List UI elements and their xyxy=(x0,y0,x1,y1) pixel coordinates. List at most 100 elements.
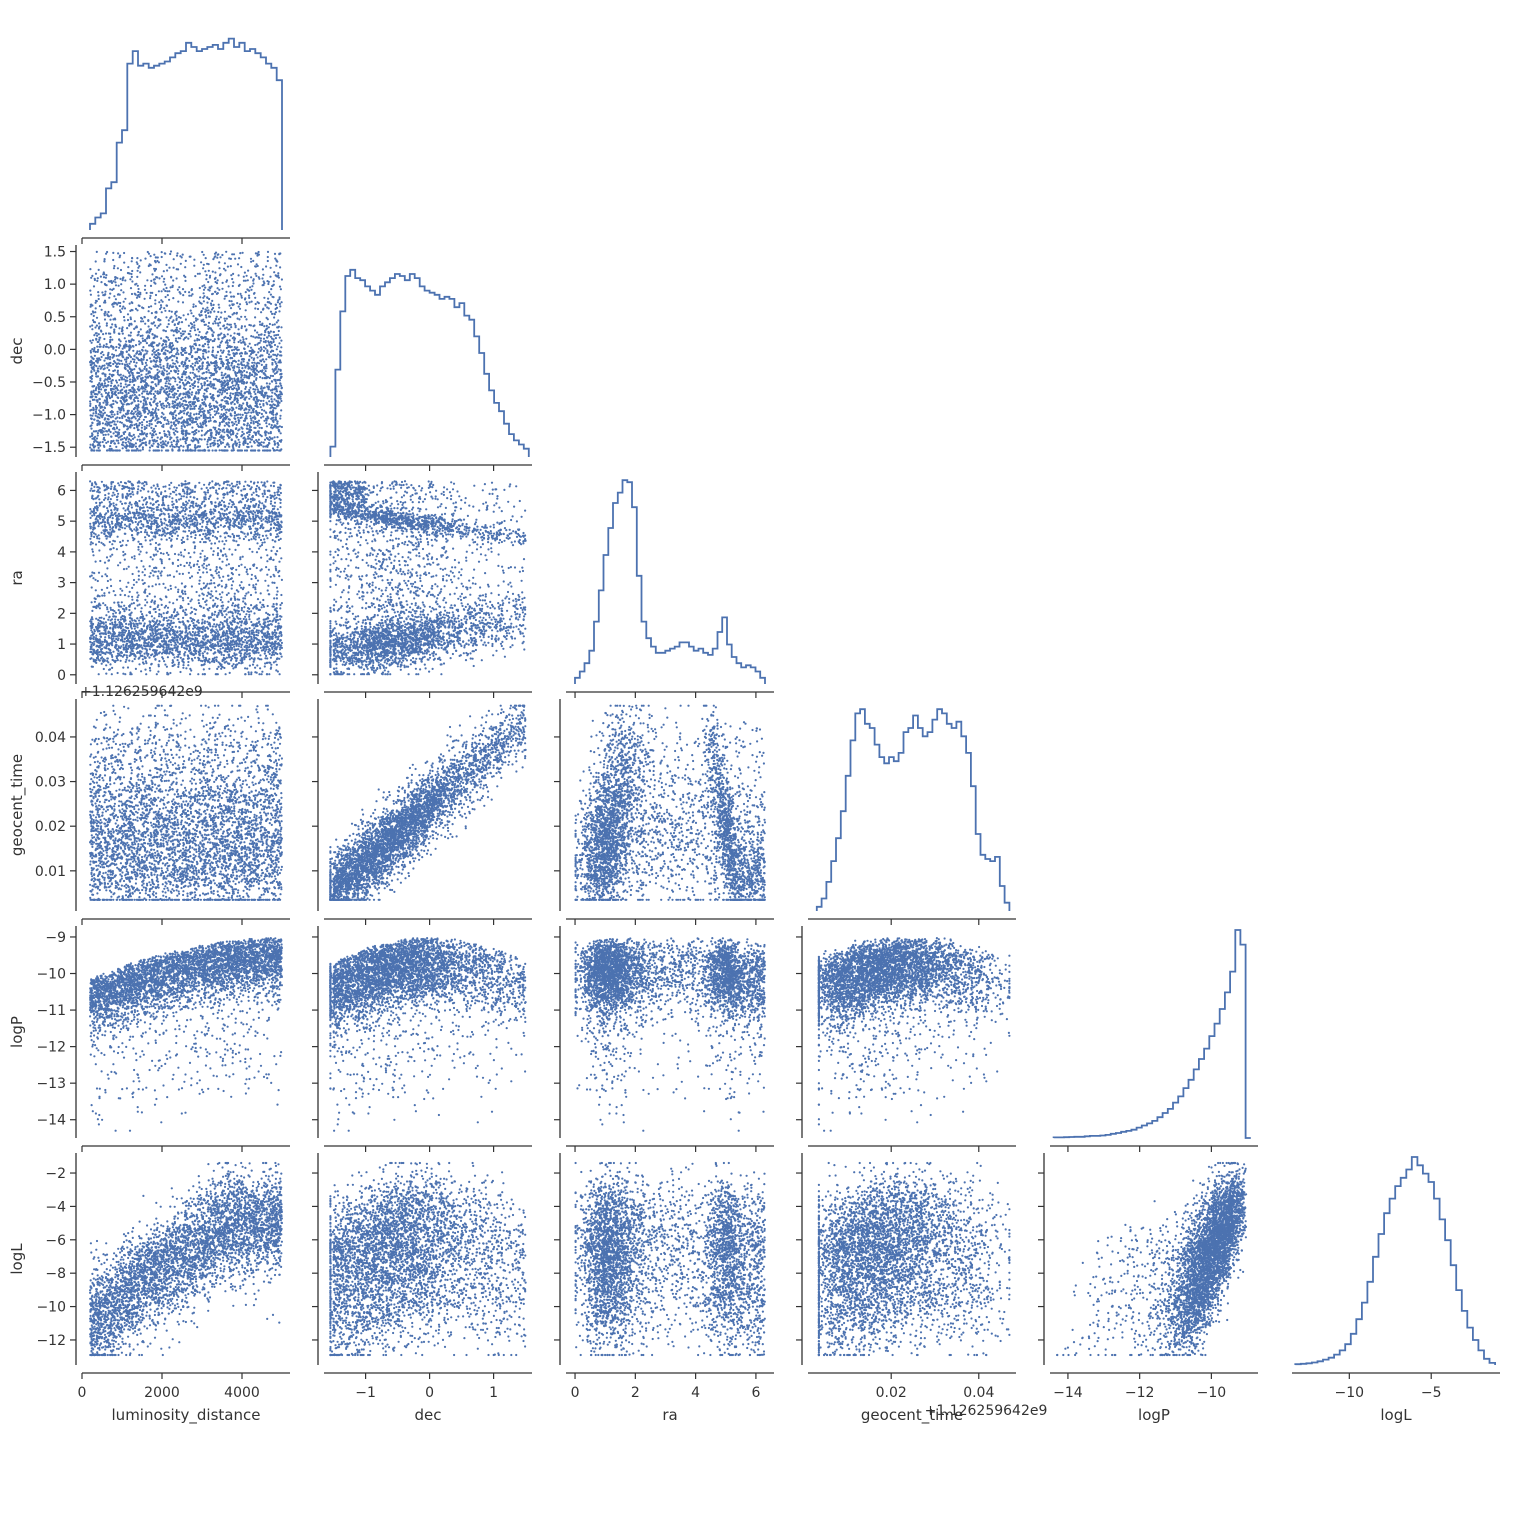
scatter-point xyxy=(219,328,221,330)
scatter-point xyxy=(159,432,161,434)
scatter-point xyxy=(104,291,106,293)
scatter-point xyxy=(169,253,171,255)
scatter-point xyxy=(280,340,282,342)
scatter-point xyxy=(99,305,101,307)
scatter-point xyxy=(121,308,123,310)
scatter-point xyxy=(180,335,182,337)
scatter-point xyxy=(190,351,192,353)
scatter-point xyxy=(148,265,150,267)
scatter-point xyxy=(146,342,148,344)
scatter-point xyxy=(115,284,117,286)
scatter-point xyxy=(120,400,122,402)
scatter-point xyxy=(149,446,151,448)
scatter-point xyxy=(233,341,235,343)
scatter-point xyxy=(171,286,173,288)
scatter-point xyxy=(275,265,277,267)
scatter-point xyxy=(257,351,259,353)
scatter-point xyxy=(220,355,222,357)
panel-dec-vs-luminosity_distance: −1.5−1.0−0.50.00.51.01.5 xyxy=(32,245,290,471)
scatter-point xyxy=(232,285,234,287)
scatter-point xyxy=(154,325,156,327)
scatter-point xyxy=(93,285,95,287)
scatter-point xyxy=(163,281,165,283)
scatter-point xyxy=(208,322,210,324)
scatter-point xyxy=(131,293,133,295)
scatter-point xyxy=(147,251,149,253)
scatter-point xyxy=(224,298,226,300)
scatter-point xyxy=(193,408,195,410)
scatter-point xyxy=(216,282,218,284)
scatter-point xyxy=(135,446,137,448)
scatter-point xyxy=(140,317,142,319)
scatter-point xyxy=(225,411,227,413)
scatter-point xyxy=(238,446,240,448)
scatter-point xyxy=(279,303,281,305)
scatter-point xyxy=(233,369,235,371)
scatter-point xyxy=(250,335,252,337)
scatter-point xyxy=(207,289,209,291)
scatter-point xyxy=(144,353,146,355)
scatter-point xyxy=(263,346,265,348)
scatter-point xyxy=(229,291,231,293)
scatter-point xyxy=(206,307,208,309)
scatter-point xyxy=(115,380,117,382)
scatter-point xyxy=(194,340,196,342)
scatter-point xyxy=(193,347,195,349)
scatter-point xyxy=(207,343,209,345)
scatter-point xyxy=(230,265,232,267)
scatter-point xyxy=(164,310,166,312)
scatter-point xyxy=(191,326,193,328)
scatter-point xyxy=(92,339,94,341)
scatter-point xyxy=(163,430,165,432)
scatter-point xyxy=(263,350,265,352)
scatter-point xyxy=(190,408,192,410)
scatter-point xyxy=(221,409,223,411)
scatter-point xyxy=(215,322,217,324)
scatter-point xyxy=(137,400,139,402)
scatter-point xyxy=(195,418,197,420)
scatter-point xyxy=(276,348,278,350)
scatter-point xyxy=(173,428,175,430)
scatter-point xyxy=(165,382,167,384)
scatter-point xyxy=(109,333,111,335)
scatter-point xyxy=(275,416,277,418)
scatter-point xyxy=(223,431,225,433)
scatter-point xyxy=(199,331,201,333)
scatter-point xyxy=(232,273,234,275)
scatter-point xyxy=(274,323,276,325)
scatter-point xyxy=(255,379,257,381)
scatter-point xyxy=(253,420,255,422)
scatter-point xyxy=(249,387,251,389)
scatter-point xyxy=(176,255,178,257)
scatter-point xyxy=(229,304,231,306)
scatter-point xyxy=(127,313,129,315)
scatter-point xyxy=(205,338,207,340)
scatter-point xyxy=(185,318,187,320)
scatter-point xyxy=(96,325,98,327)
scatter-point xyxy=(181,256,183,258)
scatter-point xyxy=(120,269,122,271)
scatter-point xyxy=(167,294,169,296)
scatter-point xyxy=(203,292,205,294)
scatter-point xyxy=(190,412,192,414)
scatter-point xyxy=(182,400,184,402)
scatter-point xyxy=(258,371,260,373)
scatter-point xyxy=(238,439,240,441)
scatter-point xyxy=(98,327,100,329)
scatter-point xyxy=(193,324,195,326)
scatter-point xyxy=(206,443,208,445)
scatter-point xyxy=(198,360,200,362)
scatter-point xyxy=(149,295,151,297)
scatter-point xyxy=(201,434,203,436)
scatter-point xyxy=(184,361,186,363)
scatter-point xyxy=(177,289,179,291)
scatter-point xyxy=(259,376,261,378)
scatter-point xyxy=(131,260,133,262)
scatter-point xyxy=(229,395,231,397)
scatter-point xyxy=(224,262,226,264)
scatter-point xyxy=(176,445,178,447)
scatter-point xyxy=(91,275,93,277)
scatter-point xyxy=(192,363,194,365)
scatter-point xyxy=(279,417,281,419)
scatter-point xyxy=(250,396,252,398)
